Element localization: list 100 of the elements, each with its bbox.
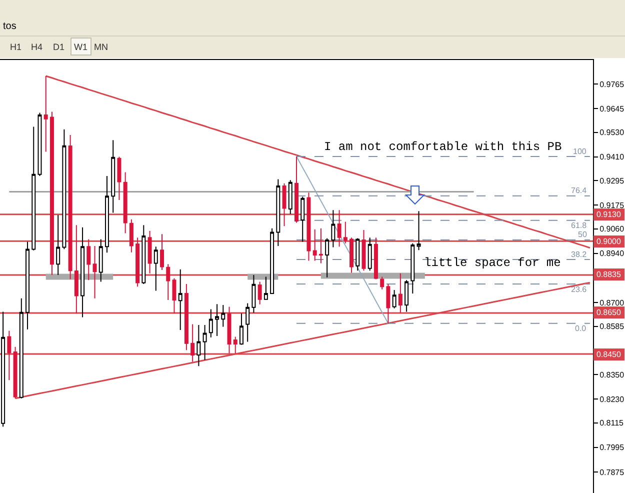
candlestick [276, 178, 280, 247]
candlestick [416, 210, 421, 251]
candlestick [356, 238, 360, 272]
candlestick [154, 246, 158, 292]
candlestick [190, 324, 195, 362]
candlestick [123, 172, 128, 234]
candlestick [392, 289, 396, 309]
y-tick-label: 0.9530 [600, 128, 625, 138]
candlestick [208, 308, 213, 338]
candlestick [312, 228, 317, 262]
series-label: 38.2 [571, 250, 588, 259]
candlestick [129, 218, 134, 253]
series-label: 76.4 [571, 186, 588, 195]
candlestick [398, 272, 402, 314]
candlestick [374, 237, 378, 280]
candlestick [74, 224, 78, 314]
text: D1 [53, 42, 65, 52]
candlestick [62, 128, 66, 250]
candlestick [270, 228, 274, 295]
candlestick [233, 336, 238, 354]
ref-line-label: 0.9130 [596, 210, 622, 219]
candlestick [26, 241, 30, 330]
series-label: 0.0 [575, 324, 587, 333]
candlestick [318, 228, 323, 264]
candlestick [300, 196, 305, 242]
ref-line-label: 0.9000 [596, 237, 622, 246]
candlestick [337, 210, 342, 248]
candlestick [92, 246, 97, 299]
y-tick-label: 0.8585 [600, 322, 625, 332]
candlestick [386, 283, 390, 324]
y-tick-label: 0.9410 [600, 152, 625, 162]
text: W1 [74, 42, 88, 52]
candlestick [331, 210, 336, 248]
candlestick [215, 304, 220, 336]
candlestick [380, 276, 384, 290]
candlestick [38, 112, 42, 176]
candlestick [288, 180, 292, 214]
candlestick [184, 283, 188, 351]
y-tick-label: 0.7995 [600, 443, 625, 452]
text: H4 [31, 42, 43, 52]
candlestick [282, 182, 286, 227]
candlestick [258, 281, 262, 305]
candlestick [117, 156, 122, 201]
candlestick [306, 192, 311, 262]
candlestick [172, 278, 176, 314]
ref-line-label: 0.8450 [596, 350, 622, 359]
text: tos [3, 21, 16, 32]
candlestick [13, 346, 18, 399]
candlestick [56, 214, 60, 276]
y-tick-label: 0.9645 [600, 104, 625, 114]
candlestick [294, 156, 298, 224]
text: MN [94, 42, 108, 52]
y-tick-label: 0.9060 [600, 224, 625, 234]
candlestick [264, 276, 268, 300]
candlestick [350, 237, 354, 274]
candlestick [166, 264, 170, 301]
candlestick [68, 134, 72, 280]
y-tick-label: 0.7875 [600, 468, 625, 477]
candlestick [362, 230, 366, 272]
candlestick [227, 306, 232, 354]
y-tick-label: 0.8700 [600, 298, 625, 308]
candlestick [410, 242, 415, 294]
candlestick [343, 221, 348, 244]
candlestick [80, 226, 85, 318]
candlestick [178, 268, 182, 330]
candlestick [98, 238, 103, 282]
y-tick-label: 0.9765 [600, 80, 625, 89]
annotation: I am not comfortable with this PB [324, 140, 562, 154]
candlestick [148, 230, 152, 274]
ref-line-label: 0.8650 [596, 308, 622, 317]
candlestick [221, 304, 226, 328]
candlestick [50, 111, 54, 276]
y-tick-label: 0.9175 [600, 200, 625, 210]
candlestick [136, 237, 140, 288]
candlestick [44, 76, 48, 152]
candlestick [86, 238, 91, 281]
candlestick [7, 330, 12, 381]
text: H1 [10, 42, 22, 52]
candlestick [246, 302, 250, 342]
y-tick-label: 0.8115 [600, 418, 624, 428]
candlestick [104, 176, 109, 254]
y-tick-label: 0.9295 [600, 176, 625, 186]
y-tick-label: 0.8940 [600, 249, 625, 258]
series-label: 50 [578, 230, 588, 239]
series-label: 61.8 [571, 221, 588, 230]
y-tick-label: 0.8350 [600, 370, 625, 380]
candlestick [111, 140, 116, 214]
candlestick [239, 312, 244, 346]
candlestick [404, 280, 409, 312]
candlestick [32, 126, 36, 251]
y-tick-label: 0.8230 [600, 394, 625, 404]
candlestick [252, 274, 256, 314]
series-label: 23.6 [571, 285, 588, 294]
candlestick [196, 324, 201, 367]
candlestick [142, 224, 146, 284]
ref-line-label: 0.8835 [596, 270, 622, 279]
candlestick [325, 238, 330, 278]
candlestick [160, 234, 164, 271]
series-label: 100 [573, 147, 587, 156]
candlestick [368, 237, 372, 272]
